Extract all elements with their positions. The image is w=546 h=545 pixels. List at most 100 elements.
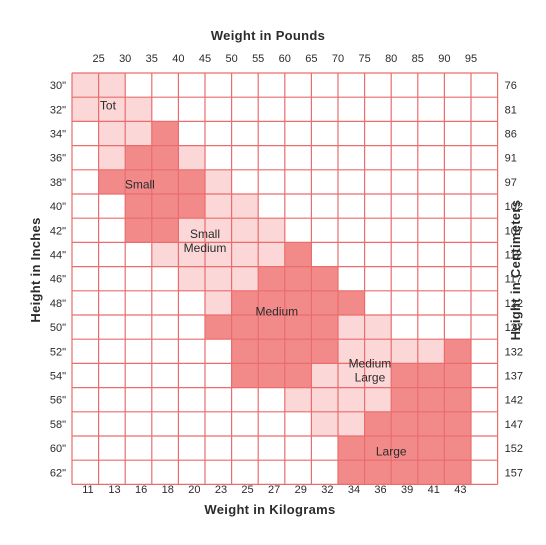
kilograms-tick-label: 18: [162, 484, 174, 496]
grid-cell: [391, 436, 418, 461]
grid-cell: [444, 145, 471, 170]
centimeters-tick-label: 117: [505, 274, 523, 286]
inches-tick-label: 54": [50, 371, 66, 383]
grid-cell: [231, 145, 259, 170]
top-axis-title: Weight in Pounds: [211, 28, 325, 43]
pounds-tick-label: 95: [465, 53, 477, 65]
pounds-tick-label: 65: [305, 53, 317, 65]
grid-cell: [125, 73, 152, 98]
grid-cell: [178, 387, 205, 412]
inches-tick-label: 60": [50, 443, 66, 455]
inches-tick-label: 38": [50, 177, 66, 189]
grid-cell: [471, 218, 498, 243]
grid-cell: [417, 97, 445, 122]
grid-cell: [151, 460, 179, 485]
grid-cell: [258, 266, 285, 291]
grid-cell: [338, 145, 365, 170]
grid-cell: [338, 315, 365, 340]
grid-cell: [98, 169, 126, 194]
grid-cell: [391, 97, 418, 122]
grid-cell: [364, 290, 392, 315]
grid-cell: [151, 387, 179, 412]
grid-cell: [258, 436, 285, 461]
grid-cell: [205, 315, 232, 340]
grid-cell: [72, 411, 99, 436]
grid-cell: [98, 73, 126, 98]
left-axis-title: Height in Inches: [28, 217, 43, 322]
centimeters-tick-label: 127: [505, 322, 523, 334]
grid-cell: [471, 242, 498, 267]
grid-cell: [231, 460, 259, 485]
grid-cell: [444, 266, 471, 291]
grid-cell: [338, 121, 365, 146]
grid-cell: [72, 315, 99, 340]
kilograms-tick-label: 29: [295, 484, 307, 496]
grid-cell: [417, 242, 445, 267]
grid-cell: [125, 121, 152, 146]
grid-cell: [338, 339, 365, 364]
grid-cell: [417, 363, 445, 388]
centimeters-tick-label: 76: [505, 80, 517, 92]
inches-tick-label: 48": [50, 298, 66, 310]
pounds-tick-label: 90: [438, 53, 450, 65]
inches-tick-label: 30": [50, 80, 66, 92]
grid-cell: [178, 363, 205, 388]
kilograms-tick-label: 41: [428, 484, 440, 496]
grid-cell: [231, 266, 259, 291]
grid-cell: [98, 387, 126, 412]
grid-cell: [391, 169, 418, 194]
grid-cell: [151, 97, 179, 122]
grid-cell: [391, 339, 418, 364]
grid-cell: [151, 145, 179, 170]
grid-cell: [444, 97, 471, 122]
grid-cell: [311, 339, 338, 364]
centimeters-tick-label: 152: [505, 443, 523, 455]
grid-cell: [151, 121, 179, 146]
right-axis-title: Height in Centimeters: [508, 200, 523, 341]
inches-tick-label: 56": [50, 395, 66, 407]
grid-cell: [178, 194, 205, 219]
grid-cell: [231, 242, 259, 267]
grid-cell: [231, 339, 259, 364]
grid-cell: [258, 339, 285, 364]
grid-cell: [364, 460, 392, 485]
grid-cell: [72, 218, 99, 243]
grid-cell: [231, 290, 259, 315]
grid-cell: [471, 436, 498, 461]
grid-cell: [258, 218, 285, 243]
grid-cell: [178, 339, 205, 364]
grid-cell: [364, 121, 392, 146]
kilograms-tick-label: 34: [348, 484, 360, 496]
size-region-label: Medium: [184, 241, 227, 255]
pounds-tick-label: 25: [92, 53, 104, 65]
grid-cell: [72, 436, 99, 461]
grid-cell: [205, 387, 232, 412]
grid-cell: [471, 460, 498, 485]
grid-cell: [471, 339, 498, 364]
grid-cell: [125, 339, 152, 364]
grid-cell: [205, 290, 232, 315]
grid-cell: [338, 242, 365, 267]
grid-cell: [284, 315, 312, 340]
grid-cell: [205, 460, 232, 485]
size-region-label: Medium: [255, 304, 298, 318]
grid-cell: [417, 339, 445, 364]
pounds-tick-label: 35: [146, 53, 158, 65]
grid-cell: [338, 97, 365, 122]
grid-cell: [72, 121, 99, 146]
grid-cell: [471, 266, 498, 291]
grid-cell: [72, 266, 99, 291]
grid-cell: [178, 290, 205, 315]
grid-cell: [205, 436, 232, 461]
grid-cell: [417, 218, 445, 243]
grid-cell: [471, 194, 498, 219]
grid-cell: [444, 411, 471, 436]
kilograms-tick-label: 23: [215, 484, 227, 496]
grid-cell: [391, 290, 418, 315]
grid-cell: [364, 169, 392, 194]
grid-cell: [444, 169, 471, 194]
inches-tick-label: 32": [50, 104, 66, 116]
grid-cell: [205, 169, 232, 194]
grid-cell: [364, 97, 392, 122]
pounds-tick-label: 70: [332, 53, 344, 65]
